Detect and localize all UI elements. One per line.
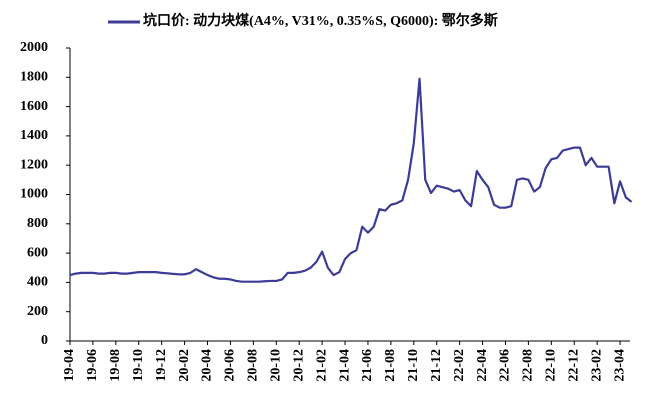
x-tick-label: 21-02: [314, 349, 329, 382]
x-tick-label: 21-04: [337, 349, 352, 382]
y-tick-label: 1000: [20, 187, 48, 202]
x-tick-label: 20-04: [200, 349, 215, 382]
x-tick-label: 21-06: [360, 349, 375, 382]
y-tick-label: 2000: [20, 40, 48, 55]
x-tick-label: 22-06: [498, 349, 513, 382]
x-tick-label: 19-12: [154, 349, 169, 382]
x-tick-label: 19-08: [108, 349, 123, 382]
x-tick-label: 21-12: [429, 349, 444, 382]
x-tick-label: 20-02: [177, 349, 192, 382]
x-tick-label: 22-12: [566, 349, 581, 382]
x-tick-label: 22-02: [452, 349, 467, 382]
y-tick-label: 600: [27, 245, 48, 260]
x-tick-label: 20-06: [223, 349, 238, 382]
x-tick-label: 23-02: [589, 349, 604, 382]
x-tick-label: 22-10: [544, 349, 559, 382]
x-tick-label: 19-06: [85, 349, 100, 382]
y-tick-label: 0: [41, 333, 48, 348]
x-tick-label: 19-04: [62, 349, 77, 382]
x-tick-label: 21-08: [383, 349, 398, 382]
y-tick-label: 1200: [20, 157, 48, 172]
x-tick-label: 19-10: [131, 349, 146, 382]
y-tick-label: 1400: [20, 128, 48, 143]
y-tick-label: 200: [27, 304, 48, 319]
x-tick-label: 22-04: [475, 349, 490, 382]
x-tick-label: 23-04: [612, 349, 627, 382]
x-tick-label: 21-10: [406, 349, 421, 382]
legend-label: 坑口价: 动力块煤(A4%, V31%, 0.35%S, Q6000): 鄂尔多…: [143, 12, 498, 29]
y-tick-label: 1800: [20, 70, 48, 85]
y-tick-label: 400: [27, 275, 48, 290]
y-tick-label: 800: [27, 216, 48, 231]
price-line: [69, 77, 633, 283]
y-tick-label: 1600: [20, 99, 48, 114]
x-tick-label: 22-08: [521, 349, 536, 382]
x-tick-label: 20-12: [291, 349, 306, 382]
x-tick-label: 20-08: [246, 349, 261, 382]
x-tick-label: 20-10: [268, 349, 283, 382]
